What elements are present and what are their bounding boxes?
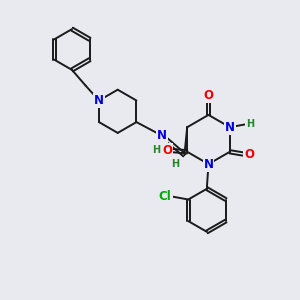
Text: O: O bbox=[203, 89, 214, 102]
Text: N: N bbox=[157, 129, 167, 142]
Text: O: O bbox=[162, 144, 172, 157]
Text: N: N bbox=[94, 94, 104, 107]
Text: H: H bbox=[171, 158, 179, 169]
Text: O: O bbox=[244, 148, 254, 161]
Text: H: H bbox=[152, 145, 160, 155]
Text: N: N bbox=[203, 158, 214, 171]
Text: N: N bbox=[225, 121, 235, 134]
Text: H: H bbox=[246, 119, 254, 129]
Text: Cl: Cl bbox=[159, 190, 172, 203]
